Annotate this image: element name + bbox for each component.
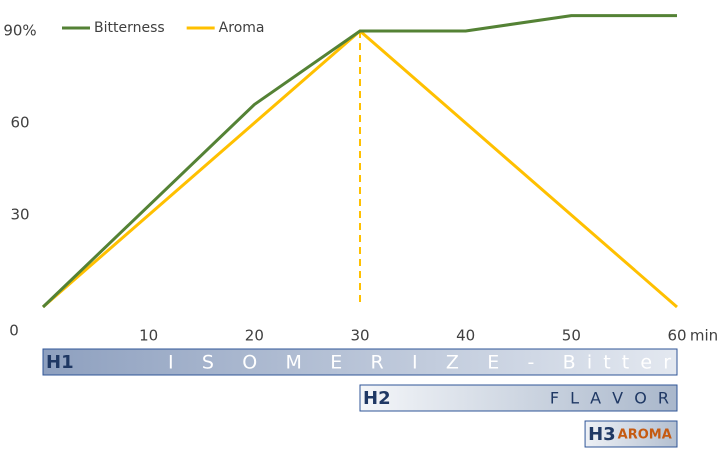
x-tick-label: 40	[456, 327, 475, 345]
phase-label: H1	[46, 352, 74, 373]
phase-bar	[42, 348, 678, 376]
legend-label: Bitterness	[94, 20, 165, 36]
legend-label: Aroma	[219, 20, 265, 36]
x-tick-label: 30	[350, 327, 369, 345]
phase-text: AROMA	[618, 428, 672, 443]
y-tick-label: 90%	[3, 21, 36, 39]
x-tick-label: 50	[562, 327, 581, 345]
y-tick-label: 60	[10, 113, 29, 131]
x-tick-label: 60	[667, 327, 686, 345]
x-tick-label: 10	[139, 327, 158, 345]
phase-bar	[359, 384, 678, 412]
line-series	[41, 14, 677, 309]
phase-label: H2	[363, 388, 391, 409]
x-unit: min	[690, 327, 718, 345]
x-tick-label: 20	[245, 327, 264, 345]
phase-text: F L A V O R	[550, 389, 672, 408]
y-tick-label: 30	[10, 205, 29, 223]
phase-bar	[584, 420, 678, 448]
phase-label: H3	[588, 424, 616, 445]
x-tick-label: 0	[9, 322, 19, 340]
